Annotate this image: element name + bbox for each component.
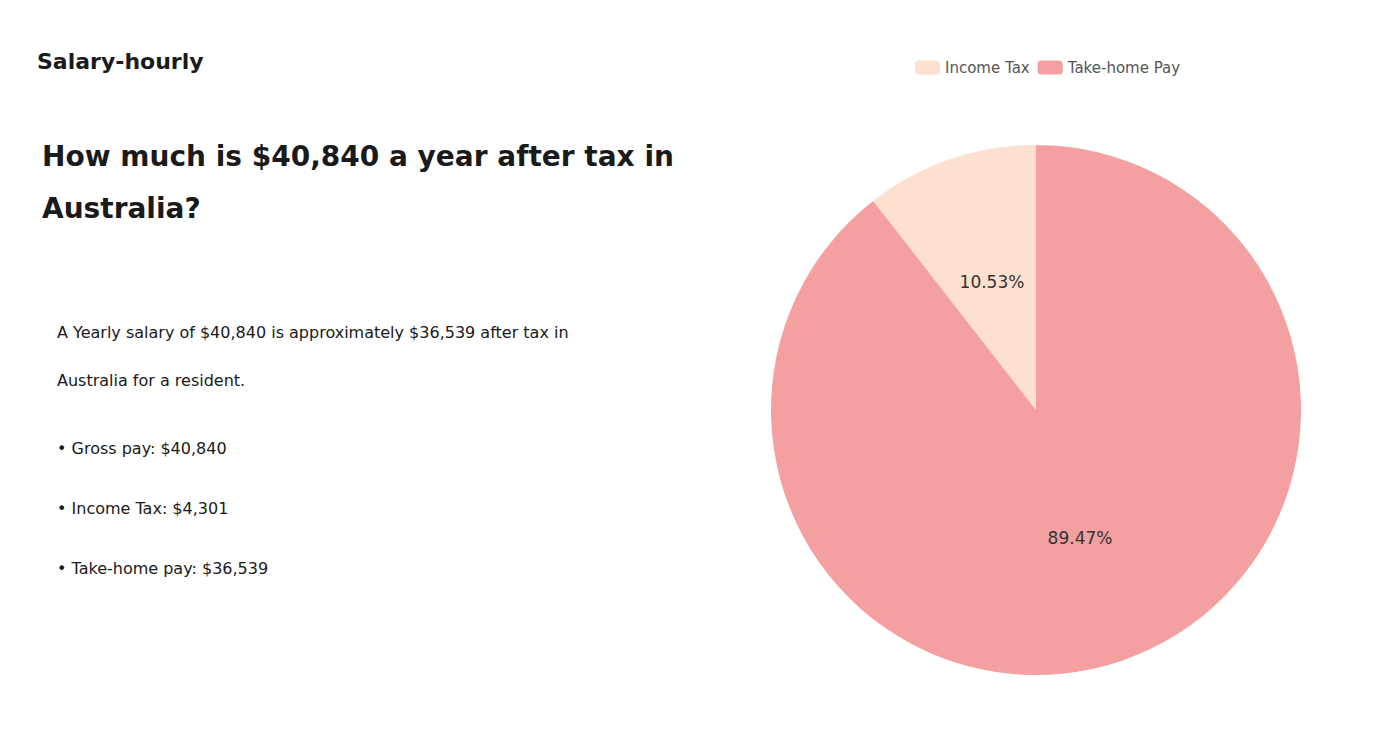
svg-text:Australia?: Australia? xyxy=(42,192,201,225)
svg-text:Take-home Pay: Take-home Pay xyxy=(1067,59,1181,77)
svg-text:• Income Tax: $4,301: • Income Tax: $4,301 xyxy=(57,499,228,518)
svg-text:89.47%: 89.47% xyxy=(1048,528,1113,548)
svg-text:A Yearly salary of $40,840 is: A Yearly salary of $40,840 is approximat… xyxy=(57,323,569,342)
svg-text:Income Tax: Income Tax xyxy=(945,59,1030,77)
svg-text:Salary-hourly: Salary-hourly xyxy=(37,49,204,74)
svg-text:Australia for a resident.: Australia for a resident. xyxy=(57,371,245,390)
svg-text:• Take-home pay: $36,539: • Take-home pay: $36,539 xyxy=(57,559,268,578)
svg-text:• Gross pay: $40,840: • Gross pay: $40,840 xyxy=(57,439,227,458)
svg-text:How much is $40,840 a year aft: How much is $40,840 a year after tax in xyxy=(42,140,674,173)
svg-text:10.53%: 10.53% xyxy=(960,272,1025,292)
